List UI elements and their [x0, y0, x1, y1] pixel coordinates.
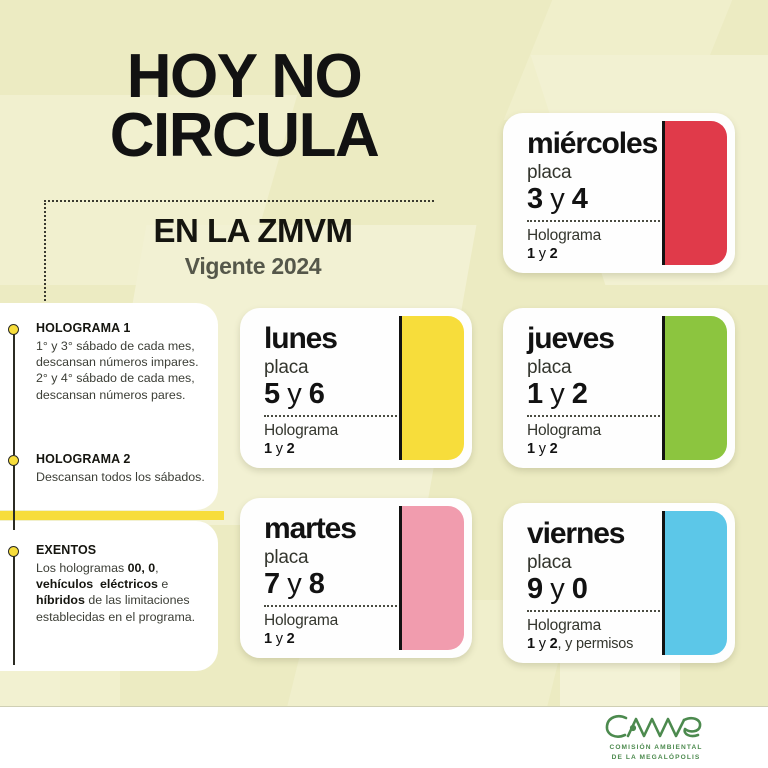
day-card-vertical-rule — [662, 316, 665, 460]
came-logo-dot — [629, 724, 637, 732]
info-timeline-stem — [12, 555, 15, 665]
day-card-vertical-rule — [662, 121, 665, 265]
came-logo-text-line-2: DE LA MEGALÓPOLIS — [611, 753, 701, 761]
day-card-placa-numbers: 3 y 4 — [527, 182, 588, 215]
day-card-placa-numbers: 1 y 2 — [527, 377, 588, 410]
day-card-holograma-value: 1 y 2 — [264, 630, 295, 647]
footer-bar: COMISIÓN AMBIENTAL DE LA MEGALÓPOLIS — [0, 706, 768, 768]
day-card-vertical-rule — [399, 316, 402, 460]
day-card-color-block — [665, 316, 727, 460]
came-logo-text-line-1: COMISIÓN AMBIENTAL — [609, 744, 703, 751]
day-card-green[interactable]: jueves placa 1 y 2 Hologramа 1 y 2 — [503, 308, 735, 468]
day-card-color-block — [402, 506, 464, 650]
day-card-color-block — [665, 121, 727, 265]
day-card-day-name: lunes — [264, 322, 338, 355]
info-item: HOLOGRAMA 2 Descansan todos los sábados. — [8, 452, 212, 530]
day-card-vertical-rule — [662, 511, 665, 655]
day-card-placa-label: placa — [527, 357, 572, 378]
info-item-body: Los hologramas 00, 0, vehículos eléctric… — [36, 560, 196, 624]
day-card-day-name: miércoles — [527, 127, 658, 160]
day-card-holograma-label: Hologramа — [264, 612, 339, 630]
info-item-body: 1° y 3° sábado de cada mes, descansan nú… — [36, 338, 199, 402]
day-card-placa-label: placa — [527, 552, 572, 573]
day-card-placa-label: placa — [264, 547, 309, 568]
day-card-holograma-label: Hologramа — [527, 227, 602, 245]
day-card-content: martes placa 7 y 8 Hologramа 1 y 2 — [240, 498, 472, 658]
info-timeline-stem — [12, 333, 15, 455]
day-card-content: jueves placa 1 y 2 Hologramа 1 y 2 — [503, 308, 735, 468]
day-card-holograma-value: 1 y 2, y permisos — [527, 635, 634, 652]
info-item: HOLOGRAMA 1 1° y 3° sábado de cada mes, d… — [8, 321, 212, 455]
background-shape-top-right-wedge — [503, 0, 733, 120]
info-item-heading: HOLOGRAMA 2 — [36, 452, 131, 466]
subtitle-group: EN LA ZMVM Vigente 2024 — [0, 212, 488, 280]
main-title-line-1: HOY NO — [126, 42, 363, 111]
info-item: EXENTOS Los hologramas 00, 0, vehículos e… — [8, 543, 212, 665]
day-card-placa-label: placa — [527, 162, 572, 183]
day-card-red[interactable]: miércoles placa 3 y 4 Hologramа 1 y 2 — [503, 113, 735, 273]
info-panel-lower — [0, 521, 218, 671]
day-card-holograma-value: 1 y 2 — [527, 245, 558, 262]
day-card-dotted-divider — [264, 415, 397, 418]
day-card-holograma-label: Hologramа — [527, 422, 602, 440]
divider-dotted-horizontal — [44, 200, 434, 202]
info-item-heading: HOLOGRAMA 1 — [36, 321, 131, 335]
day-card-dotted-divider — [527, 415, 660, 418]
info-bullet-dot-icon — [8, 455, 19, 466]
info-item-body: Descansan todos los sábados. — [36, 469, 205, 484]
day-card-day-name: viernes — [527, 517, 625, 550]
day-card-holograma-value: 1 y 2 — [264, 440, 295, 457]
page-title: HOY NO CIRCULA — [0, 42, 470, 170]
came-logo: COMISIÓN AMBIENTAL DE LA MEGALÓPOLIS — [600, 711, 712, 762]
divider-dotted-vertical — [44, 200, 46, 328]
day-card-yellow[interactable]: lunes placa 5 y 6 Hologramа 1 y 2 — [240, 308, 472, 468]
day-card-placa-numbers: 9 y 0 — [527, 572, 588, 605]
day-card-color-block — [665, 511, 727, 655]
day-card-pink[interactable]: martes placa 7 y 8 Hologramа 1 y 2 — [240, 498, 472, 658]
info-bullet-dot-icon — [8, 324, 19, 335]
day-card-day-name: jueves — [527, 322, 615, 355]
day-card-holograma-label: Hologramа — [527, 617, 602, 635]
day-card-dotted-divider — [527, 220, 660, 223]
day-card-content: lunes placa 5 y 6 Hologramа 1 y 2 — [240, 308, 472, 468]
day-card-placa-numbers: 7 y 8 — [264, 567, 325, 600]
day-card-placa-numbers: 5 y 6 — [264, 377, 325, 410]
info-item-heading: EXENTOS — [36, 543, 97, 557]
subtitle-year: Vigente 2024 — [184, 252, 322, 279]
info-panel-yellow-divider — [0, 511, 224, 520]
came-wordmark-icon — [605, 714, 702, 738]
day-card-day-name: martes — [264, 512, 357, 545]
day-card-dotted-divider — [264, 605, 397, 608]
day-card-placa-label: placa — [264, 357, 309, 378]
day-card-content: viernes placa 9 y 0 Hologramа 1 y 2, y permi… — [503, 503, 735, 663]
main-title: HOY NO CIRCULA — [0, 42, 470, 170]
day-card-blue[interactable]: viernes placa 9 y 0 Hologramа 1 y 2, y permi… — [503, 503, 735, 663]
day-card-color-block — [402, 316, 464, 460]
day-card-holograma-value: 1 y 2 — [527, 440, 558, 457]
day-card-vertical-rule — [399, 506, 402, 650]
main-title-line-2: CIRCULA — [109, 100, 380, 170]
info-bullet-dot-icon — [8, 546, 19, 557]
day-card-dotted-divider — [527, 610, 660, 613]
info-timeline-stem — [12, 464, 15, 530]
subtitle: EN LA ZMVM — [153, 212, 353, 249]
day-card-holograma-label: Hologramа — [264, 422, 339, 440]
day-card-content: miércoles placa 3 y 4 Hologramа 1 y 2 — [503, 113, 735, 273]
info-panel-upper — [0, 303, 218, 510]
